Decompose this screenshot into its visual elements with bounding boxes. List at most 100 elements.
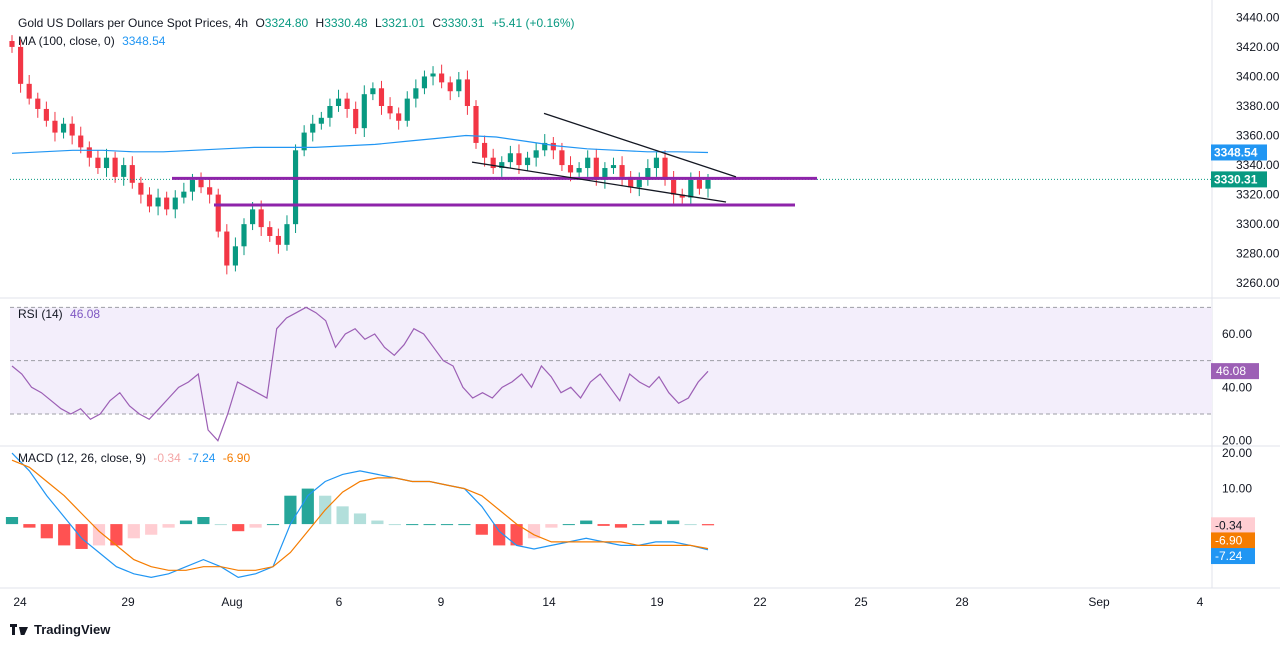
price-tick-label: 3340.00: [1236, 158, 1280, 172]
macd-histogram-bar: [197, 517, 210, 525]
macd-pane: [5, 452, 715, 579]
macd-hist-label-bg: [1211, 517, 1255, 534]
x-tick-label: 29: [121, 595, 135, 609]
macd-histogram-bar: [493, 524, 506, 546]
candle-body: [353, 108, 359, 129]
candle-body: [645, 168, 651, 180]
candle-body: [172, 197, 178, 210]
candle-body: [499, 162, 505, 169]
rsi-tick-label: 40.00: [1222, 380, 1252, 394]
candle-body: [679, 194, 685, 198]
candle-body: [378, 88, 385, 106]
last-price-label-bg: [1211, 171, 1267, 188]
candle-body: [636, 179, 642, 188]
macd-label: MACD (12, 26, close, 9): [18, 451, 147, 465]
macd-histogram-bar: [510, 524, 523, 546]
candle-body: [189, 179, 196, 192]
rsi-pane: [10, 306, 1212, 442]
rsi-tick-label: 20.00: [1222, 434, 1252, 448]
candle-body: [232, 246, 238, 266]
macd-histogram-bar: [614, 524, 628, 528]
macd-histogram-bar: [423, 524, 436, 526]
x-tick-label: Aug: [221, 595, 242, 609]
macd-line: [11, 452, 709, 579]
candle-body: [524, 157, 531, 166]
rsi-value-label: 46.08: [1216, 364, 1246, 378]
macd-histogram-bar: [406, 524, 419, 526]
macd-histogram-bar: [249, 524, 262, 528]
candle-body: [705, 179, 711, 189]
macd-histogram-bar: [667, 520, 680, 525]
candle-body: [250, 209, 256, 225]
candle-body: [52, 120, 58, 133]
candle-body: [138, 182, 144, 195]
macd-histogram-bar: [475, 524, 488, 535]
rsi-tick-label: 60.00: [1222, 327, 1252, 341]
macd-signal-label-bg: [1211, 532, 1255, 549]
x-tick-label: 22: [753, 595, 767, 609]
macd-histogram-bar: [179, 520, 193, 525]
macd-histogram-bar: [5, 517, 19, 525]
macd-histogram-bar: [110, 524, 123, 546]
candle-body: [585, 157, 591, 169]
price-tick-label: 3400.00: [1236, 69, 1280, 83]
price-tick-label: 3380.00: [1236, 99, 1280, 113]
candle-body: [662, 157, 668, 180]
candle-body: [198, 179, 204, 188]
candle-body: [688, 179, 694, 198]
axes: 24 29 Aug 6 9 14 19 22 25 28 Sep 4 3260.00 3280.00 330…: [13, 10, 1279, 609]
candle-body: [516, 153, 522, 166]
macd-histogram-bar: [649, 520, 662, 525]
candle-body: [86, 147, 92, 158]
candle-body: [610, 165, 617, 169]
macd-histogram-bar: [597, 524, 610, 526]
macd-histogram-bar: [162, 524, 175, 528]
macd-histogram-bar: [40, 524, 53, 539]
wedge-upper-trendline: [543, 112, 737, 178]
candle-body: [456, 79, 462, 92]
macd-histogram-bar: [527, 524, 541, 539]
macd-histogram-bar: [684, 524, 697, 526]
candle-body: [482, 142, 488, 158]
tradingview-logo[interactable]: TradingView: [10, 622, 110, 637]
candle-body: [43, 108, 49, 121]
macd-histogram-bar: [301, 488, 314, 525]
price-tick-label: 3320.00: [1236, 188, 1280, 202]
candle-body: [447, 82, 453, 92]
candle-body: [26, 83, 32, 99]
candle-body: [267, 227, 273, 236]
macd-histogram-bar: [388, 524, 401, 526]
price-pane: [9, 35, 1212, 275]
x-tick-label: 9: [438, 595, 445, 609]
tradingview-name: TradingView: [34, 622, 111, 637]
macd-signal-value: -6.90: [222, 451, 251, 465]
macd-histogram-bar: [214, 524, 227, 526]
candle-body: [439, 73, 445, 83]
open-value: 3324.80: [264, 16, 309, 30]
candle-body: [550, 142, 556, 151]
macd-histogram-bar: [371, 520, 384, 525]
candle-body: [361, 94, 367, 129]
candle-body: [559, 150, 565, 166]
candle-body: [181, 191, 187, 198]
macd-tick-label: 20.00: [1222, 446, 1252, 460]
macd-histogram-bar: [127, 524, 140, 539]
candle-body: [576, 168, 582, 173]
macd-histogram-bar: [562, 524, 575, 526]
wedge-lower-trendline: [471, 161, 727, 203]
candle-body: [121, 165, 127, 177]
candle-body: [533, 150, 539, 158]
low-value: 3321.01: [381, 16, 426, 30]
macd-tick-label: 10.00: [1222, 482, 1252, 496]
ma-price-label-bg: [1211, 144, 1267, 161]
close-value: 3330.31: [441, 16, 485, 30]
candle-body: [473, 106, 479, 143]
candle-body: [370, 88, 376, 95]
x-tick-label: 19: [650, 595, 664, 609]
candle-body: [413, 88, 419, 99]
candle-body: [215, 194, 221, 232]
macd-histogram-bar: [75, 524, 88, 549]
candle-body: [567, 165, 574, 173]
candle-body: [164, 197, 170, 210]
